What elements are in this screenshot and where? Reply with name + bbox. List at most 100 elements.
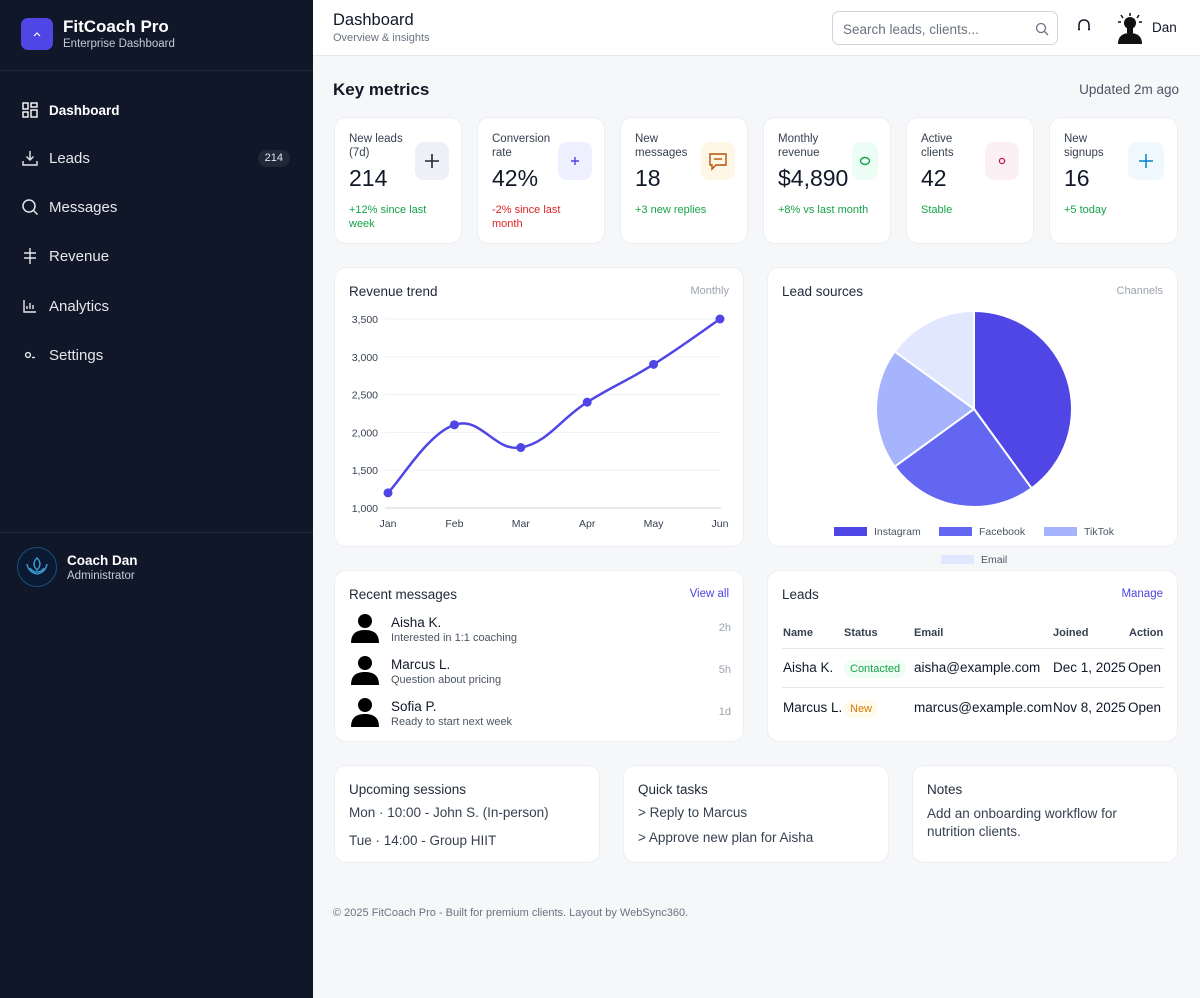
metric-delta: +12% since last week (349, 204, 427, 230)
lead-joined: Dec 1, 2025 (1053, 660, 1126, 675)
message-icon (701, 142, 735, 180)
sidebar-item-dashboard[interactable]: Dashboard (0, 90, 313, 130)
metric-card-conversion: Conversion rate 42% -2% since last month (477, 117, 605, 244)
y-tick-label: 3,000 (352, 352, 378, 364)
search-icon[interactable] (1035, 22, 1049, 36)
x-tick-label: May (644, 518, 665, 530)
metric-label: Monthly revenue (778, 133, 820, 159)
message-item[interactable]: Aisha K. Interested in 1:1 coaching 2h (349, 613, 731, 653)
message-preview: Ready to start next week (391, 716, 513, 728)
card-title: Lead sources (782, 284, 864, 299)
lead-joined: Nov 8, 2025 (1053, 700, 1126, 715)
x-tick-label: Mar (512, 518, 531, 530)
upcoming-sessions-card: Upcoming sessions Mon · 10:00 - John S. … (334, 765, 600, 863)
metric-delta: -2% since last month (492, 204, 561, 230)
session-item[interactable]: Mon · 10:00 - John S. (In-person) (349, 805, 549, 820)
data-point (715, 314, 725, 324)
lead-name: Aisha K. (783, 660, 834, 675)
metric-label: New messages (635, 133, 688, 159)
card-title: Recent messages (349, 587, 458, 602)
top-header: Dashboard Overview & insights Dan (313, 0, 1200, 56)
metric-delta: +3 new replies (635, 204, 707, 216)
sidebar: FitCoach Pro Enterprise Dashboard Dashbo… (0, 0, 313, 998)
y-tick-label: 1,500 (352, 465, 378, 477)
x-tick-label: Jan (380, 518, 397, 530)
grid-icon (21, 101, 39, 119)
view-all-link[interactable]: View all (689, 588, 729, 600)
lead-name: Marcus L. (783, 700, 843, 715)
search-input[interactable] (843, 19, 1028, 39)
card-title: Leads (782, 587, 819, 602)
open-lead-button[interactable]: Open (1128, 700, 1162, 715)
data-point (582, 397, 592, 407)
metric-label: New signups (1064, 133, 1104, 159)
lead-sources-card: Lead sources Channels Instagram Facebook T… (767, 267, 1178, 566)
dot-icon (985, 142, 1019, 180)
sidebar-item-revenue[interactable]: Revenue (0, 236, 313, 276)
user-avatar[interactable] (1115, 12, 1145, 44)
table-divider (782, 648, 1164, 649)
y-tick-label: 1,000 (352, 503, 378, 515)
sidebar-item-label: Messages (49, 198, 118, 216)
legend-label: Instagram (874, 526, 921, 538)
sidebar-item-label: Revenue (49, 247, 110, 265)
y-tick-label: 2,000 (352, 427, 378, 439)
sidebar-item-messages[interactable]: Messages (0, 187, 313, 227)
message-item[interactable]: Marcus L. Question about pricing 5h (349, 655, 731, 695)
revenue-series-line (387, 317, 721, 494)
message-sender: Sofia P. (391, 699, 437, 714)
column-header-email[interactable]: Email (914, 627, 944, 639)
column-header-joined[interactable]: Joined (1053, 627, 1089, 639)
card-tag: Channels (1116, 285, 1163, 297)
message-preview: Interested in 1:1 coaching (391, 632, 517, 644)
avatar (351, 614, 379, 643)
search-icon (21, 198, 39, 216)
page-subtitle: Overview & insights (333, 32, 430, 44)
data-point (383, 488, 393, 498)
metric-card-active-clients: Active clients 42 Stable (906, 117, 1034, 244)
column-header-name[interactable]: Name (783, 627, 813, 639)
settings-icon (21, 346, 39, 364)
pie-slice (973, 309, 1073, 490)
leads-card: Leads Manage Name Status Email Joined Ac… (767, 570, 1178, 742)
session-item[interactable]: Tue · 14:00 - Group HIIT (349, 833, 497, 848)
metric-card-messages: New messages 18 +3 new replies (620, 117, 748, 244)
profile-name: Coach Dan (67, 553, 138, 568)
updated-timestamp: Updated 2m ago (1079, 82, 1179, 97)
message-item[interactable]: Sofia P. Ready to start next week 1d (349, 697, 731, 737)
hash-icon (21, 247, 39, 265)
task-item[interactable]: > Approve new plan for Aisha (638, 830, 814, 845)
leads-count-badge: 214 (257, 149, 290, 167)
metric-label: New leads (7d) (349, 133, 403, 159)
card-title: Quick tasks (638, 782, 708, 797)
sidebar-item-label: Settings (49, 346, 104, 364)
profile-role: Administrator (67, 570, 135, 582)
logo-icon (21, 18, 53, 50)
metric-card-new-leads: New leads (7d) 214 +12% since last week (334, 117, 462, 244)
avatar (17, 547, 57, 587)
metric-value: 16 (1064, 165, 1090, 191)
legend-swatch (1044, 527, 1077, 536)
message-time: 1d (718, 706, 731, 718)
sidebar-item-analytics[interactable]: Analytics (0, 286, 313, 326)
legend-swatch (834, 527, 867, 536)
sidebar-item-settings[interactable]: Settings (0, 335, 313, 375)
lead-email: marcus@example.com (914, 700, 1053, 715)
bell-icon[interactable] (1075, 17, 1093, 35)
open-lead-button[interactable]: Open (1128, 660, 1162, 675)
sidebar-item-leads[interactable]: Leads 214 (0, 138, 313, 178)
x-tick-label: Apr (579, 518, 596, 530)
metric-value: 214 (349, 165, 388, 191)
note-text: Add an onboarding workflow for nutrition… (927, 806, 1117, 839)
search-box (832, 11, 1058, 45)
column-header-action[interactable]: Action (1129, 627, 1164, 639)
message-preview: Question about pricing (391, 674, 502, 686)
manage-link[interactable]: Manage (1121, 588, 1163, 600)
column-header-status[interactable]: Status (844, 627, 878, 639)
status-badge: New (844, 700, 879, 718)
footer: © 2025 FitCoach Pro - Built for premium … (333, 907, 689, 919)
plus-icon (415, 142, 449, 180)
task-item[interactable]: > Reply to Marcus (638, 805, 748, 820)
profile[interactable]: Coach Dan Administrator (0, 532, 313, 602)
data-point (649, 359, 659, 369)
